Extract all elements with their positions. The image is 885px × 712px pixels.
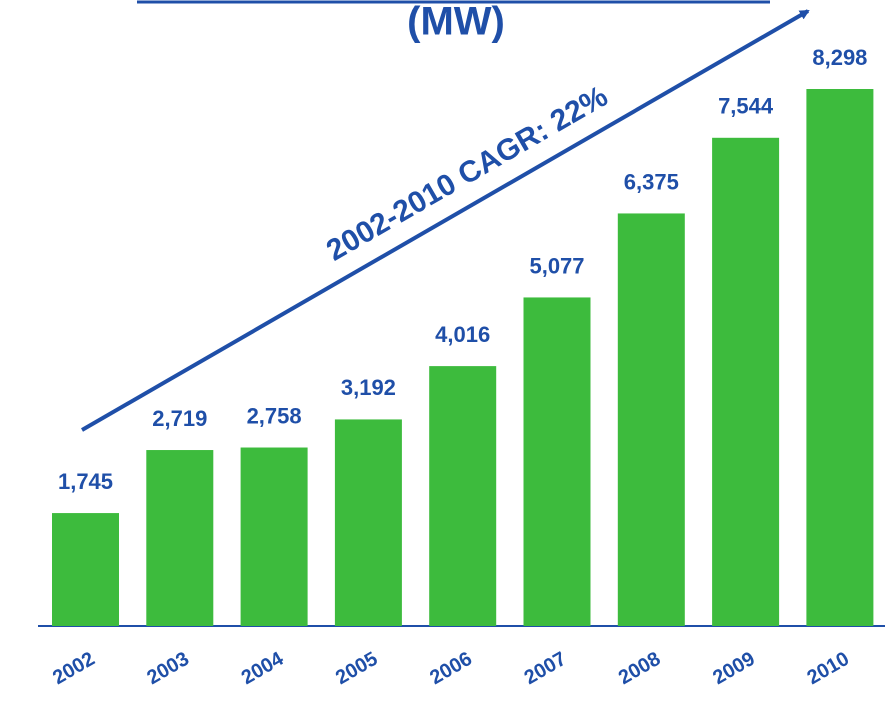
value-label: 1,745 <box>58 469 113 494</box>
bar <box>712 137 780 626</box>
value-label: 2,719 <box>152 406 207 431</box>
value-label: 6,375 <box>624 169 679 194</box>
value-label: 7,544 <box>718 94 774 119</box>
x-tick-label: 2008 <box>615 648 665 689</box>
bar <box>52 513 119 626</box>
x-tick-label: 2005 <box>332 648 382 689</box>
bar <box>240 447 308 626</box>
value-label: 8,298 <box>812 45 867 70</box>
value-label: 2,758 <box>247 403 302 428</box>
bar <box>429 366 497 626</box>
x-tick-label: 2004 <box>238 647 288 689</box>
chart-title: (MW) <box>407 0 505 44</box>
value-label: 5,077 <box>529 253 584 278</box>
bar <box>617 213 685 626</box>
trend-arrow <box>81 9 810 432</box>
bar <box>146 450 214 626</box>
x-tick-label: 2010 <box>804 648 854 689</box>
x-tick-label: 2006 <box>426 648 476 689</box>
bar <box>334 419 402 626</box>
x-tick-label: 2007 <box>521 648 571 689</box>
bar <box>523 297 591 626</box>
bar <box>806 89 874 626</box>
annotation: 2002-2010 CAGR: 22% <box>321 80 613 268</box>
x-tick-label: 2002 <box>49 648 99 689</box>
value-label: 3,192 <box>341 375 396 400</box>
x-tick-label: 2003 <box>143 648 193 689</box>
value-label: 4,016 <box>435 322 490 347</box>
x-tick-label: 2009 <box>709 648 759 689</box>
